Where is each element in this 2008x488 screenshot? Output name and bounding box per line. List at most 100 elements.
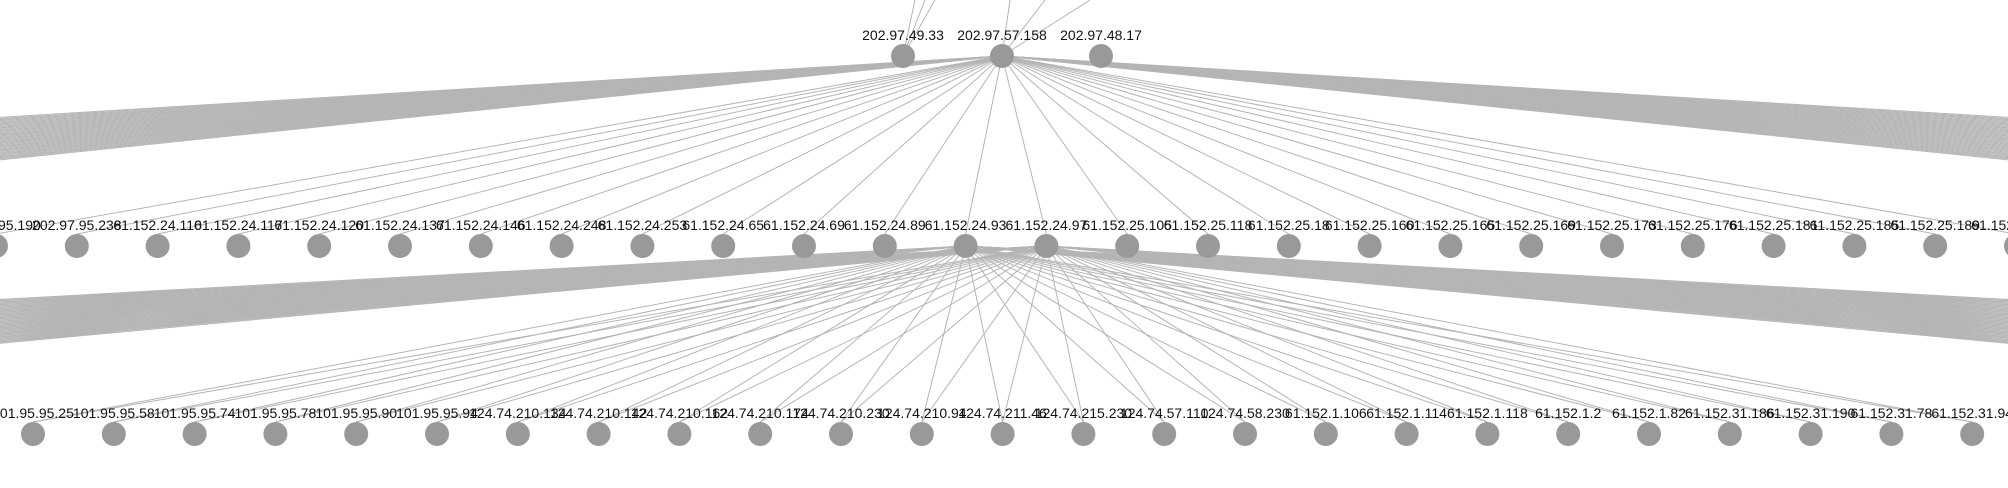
- bottom-node[interactable]: [1313, 422, 1338, 446]
- bottom-node-label: 124.74.210.174: [712, 405, 810, 421]
- middle-node[interactable]: [1600, 234, 1624, 258]
- middle-node[interactable]: [792, 234, 816, 258]
- bottom-node-label: 124.74.210.94: [877, 405, 967, 421]
- middle-node[interactable]: [1034, 234, 1059, 258]
- middle-node-label: 61.152.25.18: [1248, 217, 1330, 233]
- bottom-node[interactable]: [101, 422, 126, 446]
- edge-top-to-offscreen-left: [0, 55, 1003, 161]
- middle-node[interactable]: [953, 234, 978, 258]
- edge-middle-to-offscreen-right: [1046, 245, 2008, 344]
- edge-middle-to-bottom: [113, 245, 1047, 423]
- middle-node-label: 202.97.95.238: [32, 217, 122, 233]
- middle-node[interactable]: [1519, 234, 1544, 258]
- bottom-node-label: 101.95.95.94: [396, 405, 478, 421]
- bottom-node[interactable]: [586, 422, 611, 446]
- bottom-node[interactable]: [1152, 422, 1177, 446]
- middle-node[interactable]: [1680, 234, 1705, 258]
- middle-node-label: 61.152.25.189: [1890, 217, 1980, 233]
- middle-node-label: 61.152.24.97: [1006, 217, 1088, 233]
- edge-middle-to-bottom: [598, 245, 1047, 423]
- edge-top-to-middle: [1001, 55, 1047, 235]
- bottom-node[interactable]: [1475, 422, 1500, 446]
- middle-node[interactable]: [1761, 234, 1786, 258]
- middle-node[interactable]: [2004, 234, 2008, 258]
- edge-top-to-middle: [1001, 55, 1693, 235]
- middle-node[interactable]: [630, 234, 655, 258]
- middle-node[interactable]: [226, 234, 251, 258]
- middle-node[interactable]: [1276, 234, 1301, 258]
- bottom-node[interactable]: [182, 422, 207, 446]
- middle-node-label: 61.152.24.65: [682, 217, 764, 233]
- bottom-node[interactable]: [1394, 422, 1419, 446]
- edge-middle-to-bottom: [1046, 245, 1327, 423]
- bottom-node-label: 101.95.95.25: [0, 405, 74, 421]
- bottom-node-label: 124.74.210.230: [792, 405, 890, 421]
- top-node[interactable]: [1089, 44, 1113, 68]
- top-node[interactable]: [990, 44, 1014, 68]
- edge-top-to-middle: [0, 55, 1003, 234]
- middle-node[interactable]: [1438, 234, 1463, 258]
- bottom-node-label: 124.74.215.230: [1035, 405, 1133, 421]
- bottom-node[interactable]: [425, 422, 449, 446]
- middle-node-label: 61.152.24.146: [436, 217, 526, 233]
- bottom-node[interactable]: [1960, 422, 1985, 446]
- bottom-node-label: 124.74.210.142: [550, 405, 648, 421]
- bottom-node[interactable]: [909, 422, 934, 446]
- bottom-node[interactable]: [667, 422, 692, 446]
- edge-top-to-middle: [1001, 55, 1532, 235]
- middle-node[interactable]: [1196, 234, 1220, 258]
- edge-top-to-middle: [965, 55, 1003, 235]
- bottom-node[interactable]: [748, 422, 773, 446]
- middle-node-label: 61.152.24.137: [355, 217, 445, 233]
- middle-node[interactable]: [1357, 234, 1382, 258]
- middle-node-label: 61.152.24.110: [113, 217, 202, 233]
- middle-node-label: 61.152.25.193: [1971, 217, 2008, 233]
- edge-top-to-middle: [803, 55, 1003, 235]
- bottom-node[interactable]: [1879, 422, 1904, 446]
- top-node[interactable]: [891, 44, 915, 68]
- bottom-node[interactable]: [1798, 422, 1823, 446]
- middle-node[interactable]: [388, 234, 412, 258]
- bottom-node[interactable]: [505, 422, 530, 446]
- edge-top-to-middle: [1001, 55, 1936, 235]
- middle-node[interactable]: [1115, 234, 1140, 258]
- edge-top-to-middle: [884, 55, 1003, 235]
- bottom-node[interactable]: [1717, 422, 1742, 446]
- middle-node[interactable]: [307, 234, 332, 258]
- bottom-node[interactable]: [1233, 422, 1257, 446]
- middle-node[interactable]: [145, 234, 170, 258]
- bottom-node[interactable]: [21, 422, 45, 446]
- middle-node-label: 61.152.25.160: [1325, 217, 1415, 233]
- edge-middle-to-bottom: [194, 245, 1047, 423]
- top-node-label: 202.97.57.158: [957, 27, 1047, 43]
- middle-node[interactable]: [0, 234, 8, 258]
- middle-node-label: 61.152.25.118: [1164, 217, 1253, 233]
- edge-middle-to-bottom: [1002, 245, 1047, 423]
- bottom-node[interactable]: [990, 422, 1015, 446]
- bottom-node-label: 61.152.1.82: [1612, 405, 1686, 421]
- middle-node[interactable]: [1923, 234, 1948, 258]
- bottom-node[interactable]: [1556, 422, 1581, 446]
- edge-top-to-middle: [642, 55, 1003, 235]
- bottom-node[interactable]: [263, 422, 288, 446]
- bottom-node[interactable]: [829, 422, 853, 446]
- middle-node-label: 61.152.25.185: [1810, 217, 1900, 233]
- middle-node[interactable]: [468, 234, 493, 258]
- edge-top-to-middle: [1001, 55, 1290, 235]
- bottom-node[interactable]: [344, 422, 369, 446]
- edge-middle-to-bottom: [356, 245, 1047, 423]
- bottom-node[interactable]: [1637, 422, 1661, 446]
- bottom-node-label: 124.74.210.162: [631, 405, 729, 421]
- middle-node-label: 61.152.25.181: [1729, 217, 1819, 233]
- edge-middle-to-bottom: [679, 245, 1047, 423]
- edge-middle-to-bottom: [1046, 245, 1407, 423]
- middle-node[interactable]: [1842, 234, 1867, 258]
- middle-node[interactable]: [872, 234, 897, 258]
- middle-node[interactable]: [549, 234, 574, 258]
- middle-node-label: 61.152.25.165: [1406, 217, 1496, 233]
- middle-node[interactable]: [711, 234, 736, 258]
- middle-node-label: 61.152.25.169: [1486, 217, 1576, 233]
- middle-node[interactable]: [64, 234, 89, 258]
- bottom-node[interactable]: [1071, 422, 1096, 446]
- edge-middle-to-bottom: [1045, 245, 1165, 423]
